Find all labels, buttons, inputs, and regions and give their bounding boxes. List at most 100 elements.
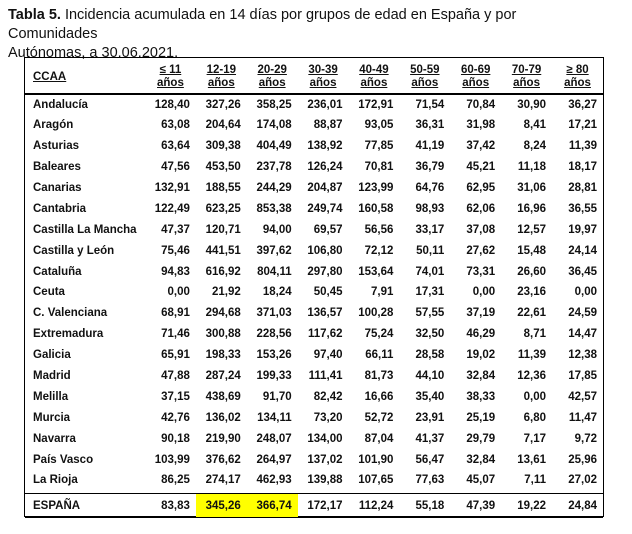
table-row: Cataluña 94,83 616,92 804,11 297,80 153,64 74,… bbox=[25, 261, 603, 282]
table-cell: 17,31 bbox=[415, 286, 445, 299]
table-cell: 14,47 bbox=[568, 328, 597, 341]
table-cell: 107,65 bbox=[358, 474, 394, 487]
table-cell: 103,99 bbox=[154, 453, 190, 466]
table-cell: 853,38 bbox=[256, 202, 292, 215]
table-cell: 81,73 bbox=[364, 370, 394, 383]
table-cell: 82,42 bbox=[313, 390, 343, 403]
table-cell: 91,70 bbox=[262, 390, 292, 403]
row-label: Galicia bbox=[33, 349, 71, 362]
header-age-7: 70-79 años bbox=[501, 58, 552, 95]
table-cell: 153,26 bbox=[256, 349, 292, 362]
table-cell: 462,93 bbox=[256, 474, 292, 487]
table-cell: 63,64 bbox=[161, 140, 190, 153]
table-cell: 122,49 bbox=[154, 202, 190, 215]
table-cell: 46,29 bbox=[466, 328, 496, 341]
header-row: CCAA ≤ 11 años 12-19 años 20-29 años 30-39 a… bbox=[25, 58, 603, 95]
table-cell: 30,90 bbox=[517, 98, 546, 111]
table-cell: 47,39 bbox=[450, 493, 502, 519]
table-cell: 137,02 bbox=[307, 453, 343, 466]
table-cell: 37,08 bbox=[466, 223, 496, 236]
table-cell: 136,02 bbox=[205, 411, 241, 424]
table-cell: 56,47 bbox=[415, 453, 445, 466]
table-cell: 28,58 bbox=[415, 349, 445, 362]
table-cell: 52,72 bbox=[364, 411, 394, 424]
table-cell: 83,83 bbox=[145, 493, 196, 519]
table-row: Galicia 65,91 198,33 153,26 97,40 66,11 28,58 1… bbox=[25, 345, 603, 366]
table-cell: 24,84 bbox=[552, 493, 603, 519]
table-cell: 73,20 bbox=[313, 411, 343, 424]
header-age-0: ≤ 11 años bbox=[145, 58, 196, 95]
table-cell: 15,48 bbox=[517, 244, 546, 257]
row-label: Cantabria bbox=[33, 202, 87, 215]
table-cell: 358,25 bbox=[256, 98, 292, 111]
table-cell: 366,74 bbox=[246, 493, 298, 519]
row-label: Cataluña bbox=[33, 265, 82, 278]
table-cell: 172,91 bbox=[358, 98, 394, 111]
table-cell: 87,04 bbox=[364, 432, 394, 445]
table-cell: 62,95 bbox=[466, 182, 496, 194]
row-label: La Rioja bbox=[33, 474, 78, 487]
table-cell: 29,79 bbox=[466, 432, 496, 445]
table-cell: 37,19 bbox=[466, 307, 496, 320]
header-age-2: 20-29 años bbox=[246, 58, 298, 95]
table-cell: 244,29 bbox=[256, 182, 292, 194]
table-cell: 77,85 bbox=[364, 140, 394, 153]
table-cell: 16,96 bbox=[517, 202, 546, 215]
table-cell: 371,03 bbox=[256, 307, 292, 320]
table-cell: 75,24 bbox=[364, 328, 394, 341]
table-cell: 101,90 bbox=[358, 453, 394, 466]
table-row: Extremadura 71,46 300,88 228,56 117,62 75,24 3… bbox=[25, 324, 603, 345]
table-cell: 37,15 bbox=[161, 390, 190, 403]
table-cell: 41,19 bbox=[415, 140, 445, 153]
table-cell: 45,07 bbox=[466, 474, 496, 487]
table-cell: 287,24 bbox=[205, 370, 241, 383]
table-cell: 397,62 bbox=[256, 244, 292, 257]
table-row: Navarra 90,18 219,90 248,07 134,00 87,04 41,37… bbox=[25, 428, 603, 449]
table-cell: 294,68 bbox=[205, 307, 241, 320]
table-cell: 198,33 bbox=[205, 349, 241, 362]
table-row: Canarias 132,91 188,55 244,29 204,87 123,99 64… bbox=[25, 178, 603, 199]
table-cell: 36,27 bbox=[568, 98, 597, 111]
table-body: Andalucía 128,40 327,26 358,25 236,01 172,91 7… bbox=[25, 94, 603, 519]
table-cell: 153,64 bbox=[358, 265, 394, 278]
table-cell: 8,71 bbox=[523, 328, 546, 341]
table-cell: 38,33 bbox=[466, 390, 496, 403]
row-label: C. Valenciana bbox=[33, 307, 108, 320]
table-cell: 12,38 bbox=[568, 349, 597, 362]
row-label: Castilla La Mancha bbox=[33, 223, 137, 236]
table-cell: 47,88 bbox=[161, 370, 190, 383]
table-cell: 376,62 bbox=[205, 453, 241, 466]
table-cell: 73,31 bbox=[466, 265, 496, 278]
table-cell: 32,84 bbox=[466, 453, 496, 466]
table-cell: 0,00 bbox=[167, 286, 190, 299]
table-cell: 90,18 bbox=[161, 432, 190, 445]
table-cell: 97,40 bbox=[313, 349, 343, 362]
table-cell: 18,17 bbox=[568, 161, 597, 174]
table-cell: 7,17 bbox=[523, 432, 546, 445]
table-cell: 47,56 bbox=[161, 161, 190, 174]
table-cell: 56,56 bbox=[364, 223, 394, 236]
table-cell: 36,55 bbox=[568, 202, 597, 215]
table-cell: 134,11 bbox=[257, 411, 292, 424]
table-cell: 17,21 bbox=[568, 119, 597, 132]
table-cell: 11,18 bbox=[517, 161, 546, 174]
header-age-5: 50-59 años bbox=[399, 58, 451, 95]
row-label: País Vasco bbox=[33, 453, 94, 466]
table-row: Castilla y León 75,46 441,51 397,62 106,80 72… bbox=[25, 240, 603, 261]
table-cell: 57,55 bbox=[415, 307, 445, 320]
table-row: Castilla La Mancha 47,37 120,71 94,00 69,57 5… bbox=[25, 219, 603, 240]
incidence-table-container: CCAA ≤ 11 años 12-19 años 20-29 años 30-39 a… bbox=[24, 57, 604, 519]
incidence-table: CCAA ≤ 11 años 12-19 años 20-29 años 30-39 a… bbox=[25, 58, 603, 519]
table-cell: 98,93 bbox=[415, 202, 445, 215]
table-cell: 65,91 bbox=[161, 349, 190, 362]
table-cell: 24,59 bbox=[568, 307, 597, 320]
table-cell: 22,61 bbox=[517, 307, 546, 320]
row-label: Extremadura bbox=[33, 328, 104, 341]
table-cell: 228,56 bbox=[256, 328, 292, 341]
table-cell: 112,24 bbox=[348, 493, 400, 519]
table-cell: 19,02 bbox=[466, 349, 496, 362]
table-cell: 25,96 bbox=[568, 453, 597, 466]
table-cell: 19,22 bbox=[501, 493, 552, 519]
table-cell: 68,91 bbox=[161, 307, 190, 320]
table-cell: 160,58 bbox=[358, 202, 394, 215]
